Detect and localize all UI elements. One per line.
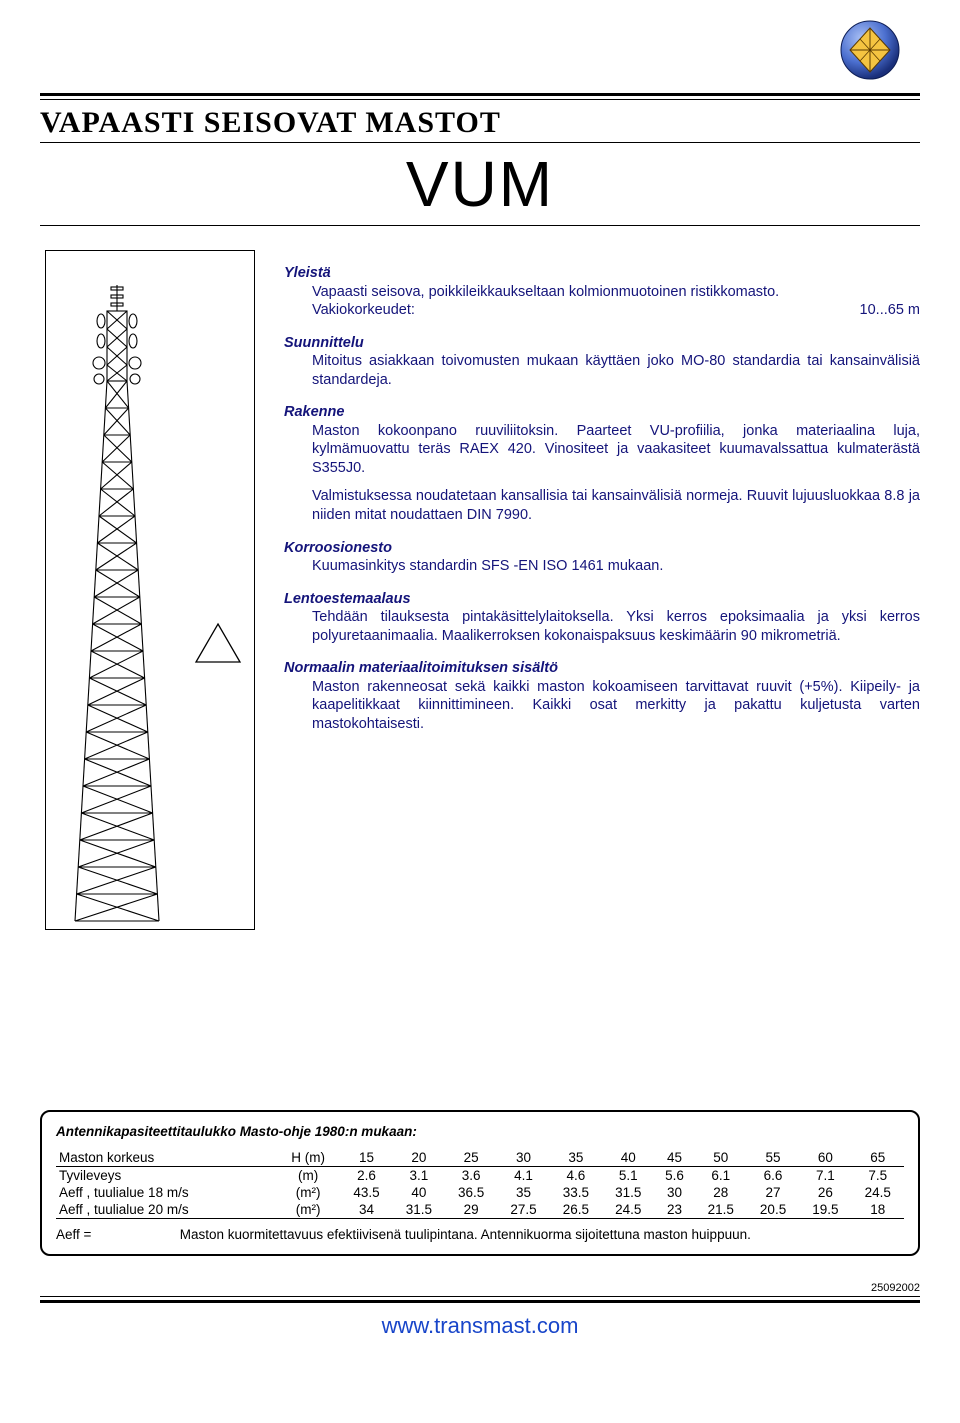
title-block: VAPAASTI SEISOVAT MASTOT VUM bbox=[40, 93, 920, 226]
table-cell: 20 bbox=[393, 1149, 445, 1167]
date-stamp: 25092002 bbox=[40, 1282, 920, 1294]
table-cell: 7.5 bbox=[852, 1167, 904, 1185]
table-cell: 60 bbox=[799, 1149, 851, 1167]
table-cell: 15 bbox=[340, 1149, 392, 1167]
table-cell: 35 bbox=[550, 1149, 602, 1167]
table-cell: 5.1 bbox=[602, 1167, 654, 1185]
table-cell: 24.5 bbox=[852, 1184, 904, 1201]
table-cell: 18 bbox=[852, 1201, 904, 1219]
table-cell: 40 bbox=[393, 1184, 445, 1201]
aeff-note-text: Maston kuormitettavuus efektiivisenä tuu… bbox=[180, 1227, 751, 1242]
section-head-suunnittelu: Suunnittelu bbox=[284, 334, 920, 353]
table-cell: 27.5 bbox=[497, 1201, 549, 1219]
normaali-body: Maston rakenneosat sekä kaikki maston ko… bbox=[312, 678, 920, 734]
table-cell: 30 bbox=[497, 1149, 549, 1167]
table-cell: 65 bbox=[852, 1149, 904, 1167]
table-cell: 5.6 bbox=[654, 1167, 694, 1185]
table-cell: 30 bbox=[654, 1184, 694, 1201]
section-head-korroosio: Korroosionesto bbox=[284, 539, 920, 558]
suunnittelu-body: Mitoitus asiakkaan toivomusten mukaan kä… bbox=[312, 352, 920, 389]
table-cell: Aeff , tuulialue 18 m/s bbox=[56, 1184, 276, 1201]
vak-label: Vakiokorkeudet: bbox=[312, 302, 415, 318]
table-cell: 26.5 bbox=[550, 1201, 602, 1219]
table-cell: 6.1 bbox=[695, 1167, 747, 1185]
table-cell: 34 bbox=[340, 1201, 392, 1219]
table-cell: 55 bbox=[747, 1149, 799, 1167]
table-cell: 40 bbox=[602, 1149, 654, 1167]
table-cell: 29 bbox=[445, 1201, 497, 1219]
yleista-body: Vapaasti seisova, poikkileikkaukseltaan … bbox=[312, 284, 779, 300]
table-cell: 36.5 bbox=[445, 1184, 497, 1201]
table-cell: 6.6 bbox=[747, 1167, 799, 1185]
capacity-table: Maston korkeusH (m)152025303540455055606… bbox=[56, 1149, 904, 1219]
korroosio-body: Kuumasinkitys standardin SFS -EN ISO 146… bbox=[312, 557, 920, 576]
table-cell: 3.1 bbox=[393, 1167, 445, 1185]
table-cell: 3.6 bbox=[445, 1167, 497, 1185]
table-cell: H (m) bbox=[276, 1149, 340, 1167]
table-cell: Aeff , tuulialue 20 m/s bbox=[56, 1201, 276, 1219]
logo-area bbox=[40, 20, 920, 85]
section-head-normaali: Normaalin materiaalitoimituksen sisältö bbox=[284, 659, 920, 678]
table-cell: 25 bbox=[445, 1149, 497, 1167]
rakenne-note: Valmistuksessa noudatetaan kansallisia t… bbox=[312, 487, 920, 524]
table-cell: 31.5 bbox=[602, 1184, 654, 1201]
table-cell: 23 bbox=[654, 1201, 694, 1219]
mast-illustration-box bbox=[45, 250, 255, 930]
section-head-yleista: Yleistä bbox=[284, 264, 920, 283]
table-cell: 31.5 bbox=[393, 1201, 445, 1219]
table-cell: 43.5 bbox=[340, 1184, 392, 1201]
triangle-crosssection-icon bbox=[193, 621, 243, 665]
table-cell: 26 bbox=[799, 1184, 851, 1201]
table-cell: 27 bbox=[747, 1184, 799, 1201]
footer-url: www.transmast.com bbox=[40, 1313, 920, 1339]
table-cell: 50 bbox=[695, 1149, 747, 1167]
vak-value: 10...65 m bbox=[860, 301, 920, 320]
page-main-title: VAPAASTI SEISOVAT MASTOT bbox=[40, 106, 920, 140]
section-head-rakenne: Rakenne bbox=[284, 403, 920, 422]
table-cell: 33.5 bbox=[550, 1184, 602, 1201]
table-cell: 19.5 bbox=[799, 1201, 851, 1219]
table-cell: 35 bbox=[497, 1184, 549, 1201]
table-cell: 7.1 bbox=[799, 1167, 851, 1185]
aeff-label: Aeff = bbox=[56, 1227, 176, 1242]
description-column: Yleistä Vapaasti seisova, poikkileikkauk… bbox=[284, 250, 920, 930]
table-cell: (m) bbox=[276, 1167, 340, 1185]
table-cell: (m²) bbox=[276, 1201, 340, 1219]
table-cell: 21.5 bbox=[695, 1201, 747, 1219]
table-cell: Maston korkeus bbox=[56, 1149, 276, 1167]
table-cell: 45 bbox=[654, 1149, 694, 1167]
page-subtitle: VUM bbox=[40, 147, 920, 221]
mast-tower-icon bbox=[57, 285, 177, 925]
table-cell: Tyvileveys bbox=[56, 1167, 276, 1185]
table-cell: (m²) bbox=[276, 1184, 340, 1201]
table-cell: 4.1 bbox=[497, 1167, 549, 1185]
section-head-lento: Lentoestemaalaus bbox=[284, 590, 920, 609]
capacity-table-block: Antennikapasiteettitaulukko Masto-ohje 1… bbox=[40, 1110, 920, 1256]
table-cell: 2.6 bbox=[340, 1167, 392, 1185]
table-cell: 4.6 bbox=[550, 1167, 602, 1185]
company-logo-icon bbox=[840, 20, 900, 80]
table-cell: 24.5 bbox=[602, 1201, 654, 1219]
capacity-table-title: Antennikapasiteettitaulukko Masto-ohje 1… bbox=[56, 1124, 904, 1139]
table-cell: 28 bbox=[695, 1184, 747, 1201]
rakenne-body: Maston kokoonpano ruuviliitoksin. Paarte… bbox=[312, 422, 920, 478]
table-cell: 20.5 bbox=[747, 1201, 799, 1219]
lento-body: Tehdään tilauksesta pintakäsittelylaitok… bbox=[312, 608, 920, 645]
